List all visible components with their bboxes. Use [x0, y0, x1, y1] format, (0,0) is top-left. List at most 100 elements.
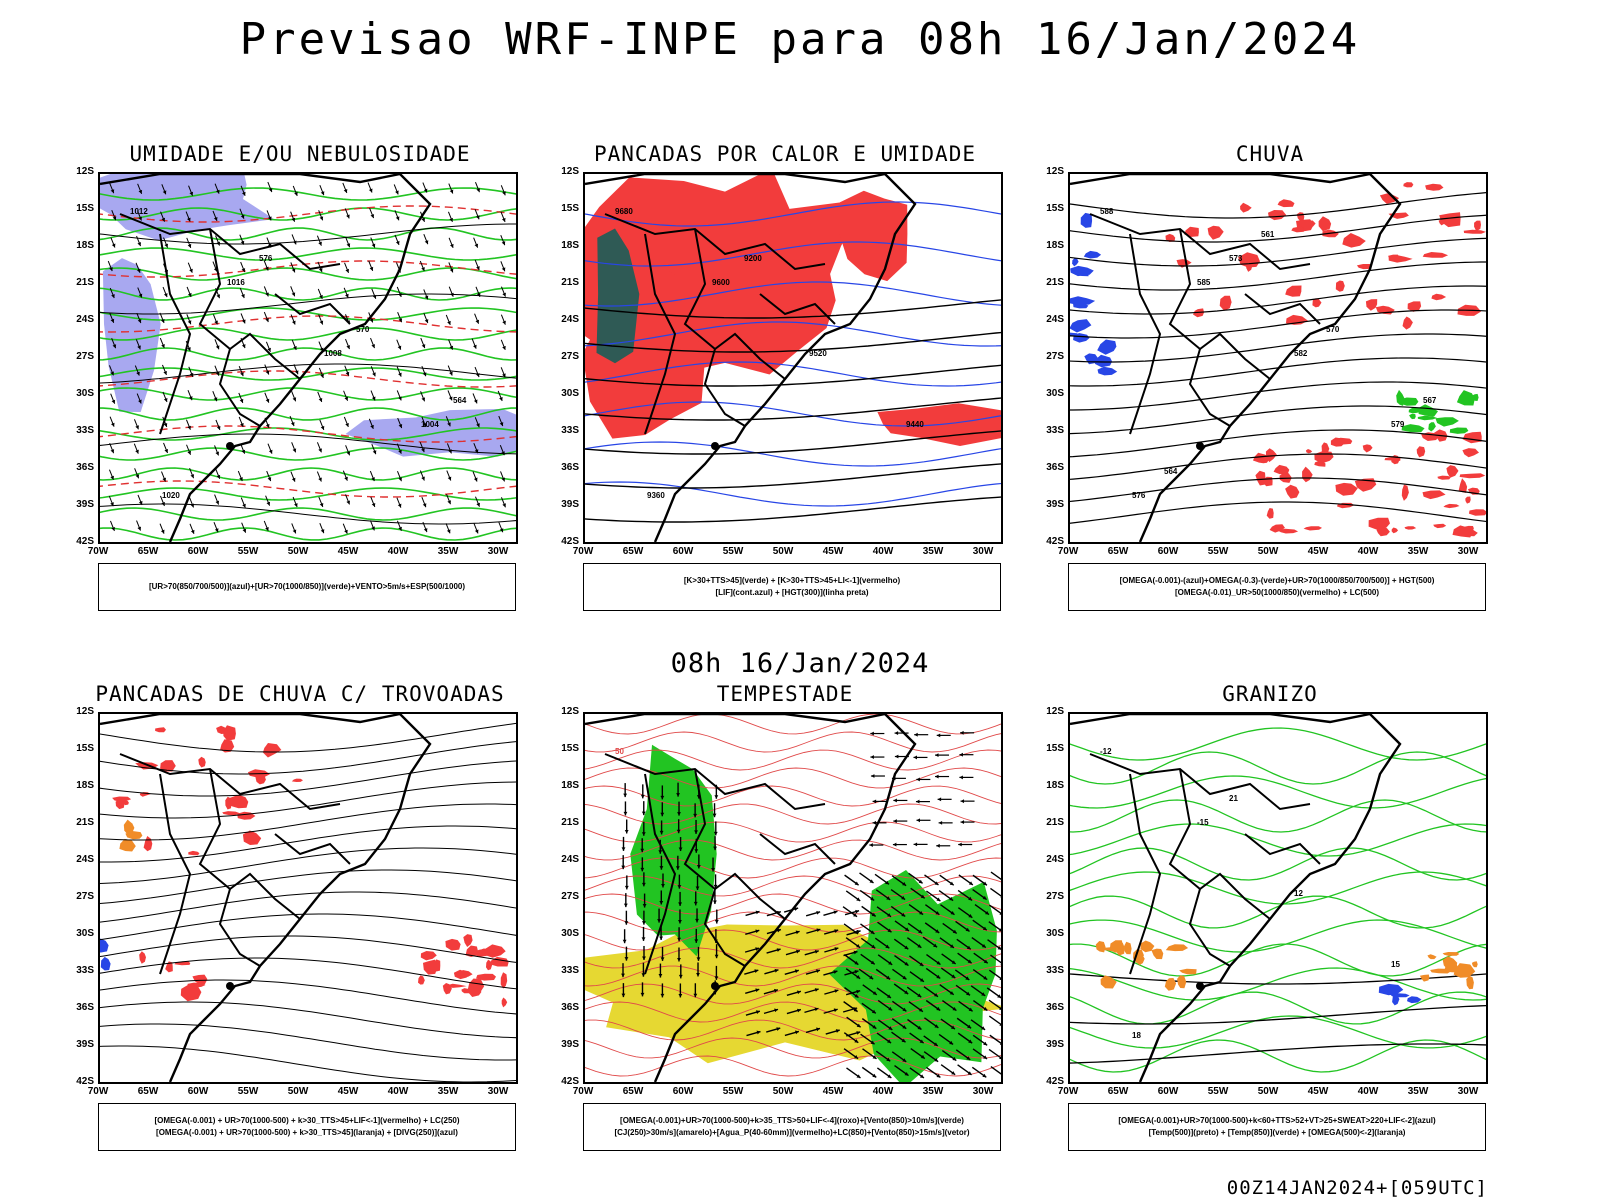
- lon-tick-label: 65W: [137, 1086, 159, 1097]
- wind-vector: [421, 366, 427, 377]
- contour-label: 561: [1261, 230, 1275, 239]
- wind-vector: [394, 234, 400, 246]
- wind-vector-850: [845, 937, 861, 949]
- wind-vector-850: [874, 937, 890, 949]
- wind-vector: [291, 391, 297, 402]
- streamline-250: [100, 891, 516, 923]
- panel-title: PANCADAS DE CHUVA C/ TROVOADAS: [95, 682, 505, 706]
- thunderstorm-area: [222, 811, 240, 815]
- legend-box: [OMEGA(-0.001) + UR>70(1000-500) + k>30_…: [98, 1103, 516, 1151]
- contour-label: 15: [1391, 960, 1400, 969]
- wind-vector-850: [955, 1049, 971, 1061]
- wind-vector-850: [988, 904, 1001, 915]
- wind-vector-850: [906, 986, 922, 998]
- omega500-area: [1140, 940, 1155, 953]
- omega-rain-area: [1255, 470, 1266, 486]
- omega-rain-area: [1268, 210, 1287, 221]
- divergence-area: [100, 956, 111, 971]
- wind-vector-850: [842, 1007, 858, 1013]
- wind-vector: [265, 495, 271, 506]
- lon-tick-label: 35W: [437, 546, 459, 557]
- wind-vector-850: [872, 799, 887, 804]
- country-border: [1089, 213, 1311, 271]
- omega-rain-area: [1240, 202, 1252, 213]
- country-border: [1188, 888, 1231, 967]
- wind-vector-850: [877, 954, 893, 966]
- wind-vector: [342, 523, 348, 534]
- coastline: [1070, 714, 1402, 1082]
- wind-vector-850: [678, 964, 683, 979]
- omega-rain-area: [1403, 182, 1414, 188]
- wind-vector-850: [621, 983, 626, 998]
- wind-vector-850: [970, 985, 986, 997]
- country-border: [644, 773, 677, 975]
- wind-vector: [238, 392, 244, 404]
- precipitable-water-contour: [585, 767, 1001, 789]
- wind-vector-850: [784, 969, 799, 975]
- wind-vector-850: [876, 987, 892, 999]
- omega-weak-area: [1094, 354, 1113, 368]
- wind-vector: [240, 261, 246, 273]
- wind-vector-850: [955, 984, 971, 996]
- wind-vector: [292, 496, 298, 508]
- wind-vector-850: [891, 1018, 907, 1030]
- omega-rain-area: [1303, 526, 1322, 531]
- wind-vector-850: [677, 947, 681, 962]
- wind-vector: [136, 210, 142, 221]
- wind-vector-850: [843, 1001, 859, 1013]
- temp850-contour: [1070, 799, 1486, 833]
- hail-area: [1392, 993, 1400, 1006]
- thunderstorm-area: [180, 984, 202, 1002]
- convection-area: [123, 819, 135, 835]
- lon-tick-label: 40W: [872, 1086, 894, 1097]
- map-plot: 1012 1016 1008 1004 1020 576 570 564: [100, 174, 516, 542]
- wind-vector-850: [910, 1047, 926, 1060]
- wind-vector: [136, 393, 142, 404]
- lat-tick-label: 36S: [76, 462, 94, 473]
- temp850-contour: [1070, 751, 1486, 785]
- lagoon-mark: [711, 442, 719, 450]
- wind-vector-850: [906, 937, 922, 949]
- wind-vector-850: [785, 949, 801, 956]
- lon-tick-label: 60W: [672, 1086, 694, 1097]
- wind-vector: [264, 392, 270, 403]
- wind-vector: [370, 496, 376, 508]
- omega-rain-area: [1266, 508, 1274, 519]
- map-frame: 50: [583, 712, 1003, 1084]
- thunderstorm-area: [122, 800, 129, 806]
- lon-tick-label: 50W: [287, 546, 309, 557]
- wind-vector-850: [908, 1001, 924, 1013]
- lat-tick-label: 39S: [1046, 1039, 1064, 1050]
- wind-vector: [187, 389, 193, 401]
- lat-tick-label: 18S: [561, 240, 579, 251]
- lat-tick-label: 33S: [1046, 425, 1064, 436]
- wind-vector-850: [624, 946, 629, 961]
- wind-vector-850: [926, 953, 941, 966]
- wind-vector-850: [875, 1050, 891, 1062]
- wind-vector-850: [924, 1017, 939, 1029]
- wind-vector-850: [908, 903, 924, 916]
- wind-vector-850: [875, 889, 891, 901]
- contour-label: 567: [1423, 396, 1437, 405]
- wind-vector-850: [939, 984, 955, 996]
- omega-rain-area: [1285, 484, 1300, 499]
- coastline: [585, 714, 917, 1082]
- wind-vector-850: [659, 820, 664, 835]
- wind-vector: [343, 416, 349, 428]
- precipitable-water-contour: [585, 947, 1001, 969]
- wind-vector-850: [894, 731, 909, 735]
- lon-tick-label: 70W: [572, 546, 594, 557]
- humidity-low-contour: [100, 447, 516, 461]
- omega-strong-area: [1418, 404, 1438, 417]
- wind-vector-850: [861, 1002, 877, 1014]
- lat-tick-label: 15S: [1046, 743, 1064, 754]
- wind-vector: [396, 286, 402, 298]
- country-border: [604, 753, 826, 811]
- wind-vector: [498, 522, 504, 533]
- lat-tick-label: 36S: [1046, 1002, 1064, 1013]
- wind-vector-850: [923, 986, 939, 998]
- contour-label: 9200: [744, 254, 762, 263]
- thunderstorm-area: [501, 997, 508, 1008]
- lat-tick-label: 33S: [76, 965, 94, 976]
- wind-vector: [240, 313, 246, 324]
